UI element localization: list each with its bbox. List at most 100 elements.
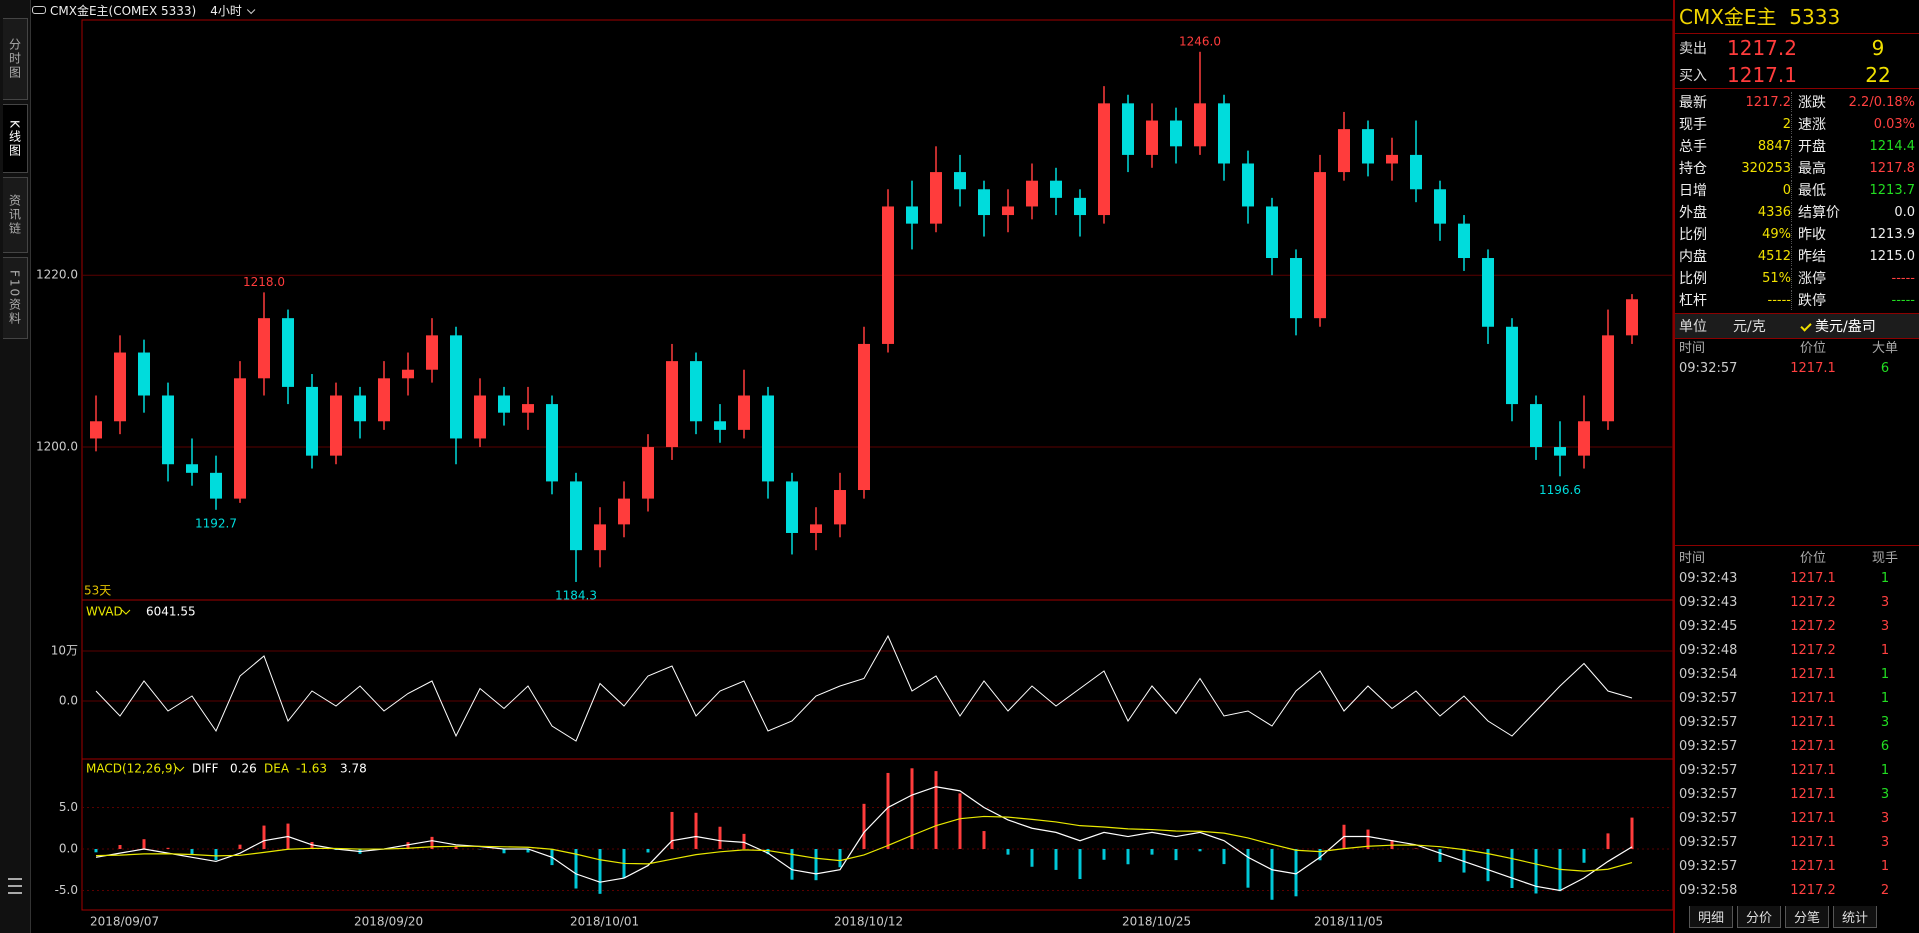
candle-body xyxy=(306,386,318,456)
stat-label: 最高 xyxy=(1791,158,1847,178)
y-tick-label: 1220.0 xyxy=(36,268,78,282)
macd-bar xyxy=(598,848,602,894)
table-row: 09:32:57 1217.1 6 xyxy=(1675,356,1919,380)
macd-bar xyxy=(1126,848,1130,865)
candle-body xyxy=(1242,163,1254,207)
tab[interactable]: 统计 xyxy=(1833,906,1878,928)
candle-body xyxy=(162,395,174,465)
candle-body xyxy=(1026,180,1038,207)
stat-value: 4336 xyxy=(1757,204,1791,220)
macd-bar xyxy=(886,772,890,849)
legend-value: 3.78 xyxy=(340,762,367,776)
candle-body xyxy=(1146,120,1158,155)
macd-bar xyxy=(526,848,530,853)
macd-bar xyxy=(310,842,314,849)
candle-body xyxy=(738,395,750,430)
symbol: CMX金E主(COMEX 5333) xyxy=(50,3,197,18)
toolbar: CMX金E主(COMEX 5333) 4小时 xyxy=(32,0,252,20)
dropdown-icon xyxy=(175,766,185,772)
volume: 3 xyxy=(1880,714,1890,730)
table-header: 时间 价位 大单 xyxy=(1675,336,1919,356)
y-tick-label: -5.0 xyxy=(55,883,78,897)
candle-body xyxy=(450,335,462,439)
menu-icon[interactable] xyxy=(8,878,22,894)
macd-bar xyxy=(1294,848,1298,897)
legend-name: DEA xyxy=(264,762,290,776)
macd-bar xyxy=(1102,848,1106,860)
tick-list: 时间 价位 现手 09:32:43 1217.1 1 09:32:43 1217.2 3 09:3… xyxy=(1675,545,1919,902)
unit-option[interactable]: 元/克 xyxy=(1733,319,1766,335)
price: 1217.1 xyxy=(1790,858,1836,874)
candle-body xyxy=(138,352,150,396)
time: 09:32:48 xyxy=(1679,642,1738,658)
macd-bar xyxy=(118,845,122,849)
time: 09:32:43 xyxy=(1679,594,1738,610)
table-row: 09:32:57 1217.1 3 xyxy=(1675,710,1919,734)
candle-body xyxy=(1122,103,1134,155)
candle-body xyxy=(618,498,630,525)
candle-body xyxy=(258,318,270,379)
table-row: 09:32:57 1217.1 1 xyxy=(1675,758,1919,782)
candle-body xyxy=(282,318,294,387)
macd-line xyxy=(95,815,1633,872)
indicator-name: MACD(12,26,9) xyxy=(86,762,177,776)
candle-body xyxy=(1410,154,1422,190)
macd-bar xyxy=(262,825,266,849)
macd-bar xyxy=(670,811,674,849)
candle-body xyxy=(1098,103,1110,216)
sidebar: 分时图 K线图 资讯链 F10资料 xyxy=(0,0,31,933)
candle-body xyxy=(1506,326,1518,405)
legend-value: 0.26 xyxy=(230,762,257,776)
macd-bar xyxy=(1150,848,1154,855)
tab[interactable]: 分时图 xyxy=(3,18,28,100)
tab[interactable]: K线图 xyxy=(3,104,28,173)
period[interactable]: 4小时 xyxy=(210,2,252,19)
stat-value: 4512 xyxy=(1757,248,1791,264)
volume: 6 xyxy=(1880,738,1890,754)
label: 单位 xyxy=(1679,319,1707,335)
macd-bar xyxy=(1078,848,1082,880)
tab[interactable]: 资讯链 xyxy=(3,177,28,253)
legend-name: DIFF xyxy=(192,762,219,776)
x-tick-label: 2018/11/05 xyxy=(1314,915,1383,929)
candle-body xyxy=(1050,180,1062,198)
stat-label: 日增 xyxy=(1679,183,1707,199)
macd-bar xyxy=(238,844,242,849)
price: 1217.1 xyxy=(1790,360,1836,376)
candle-body xyxy=(1266,206,1278,259)
price: 1217.2 xyxy=(1790,594,1836,610)
tab[interactable]: F10资料 xyxy=(3,257,28,339)
macd-bar xyxy=(1198,848,1202,852)
table-header: 时间 价位 现手 xyxy=(1675,546,1919,566)
candle-body xyxy=(1578,421,1590,456)
candle-body xyxy=(522,404,534,413)
footnote: 53天 xyxy=(84,584,111,598)
stat-row: 内盘 4512 昨结 1215.0 xyxy=(1675,245,1919,267)
time: 09:32:57 xyxy=(1679,360,1738,376)
volume: 3 xyxy=(1880,786,1890,802)
unit-option[interactable]: 美元/盎司 xyxy=(1803,316,1919,336)
panel-frame xyxy=(81,599,1673,760)
tab[interactable]: 明细 xyxy=(1689,906,1734,928)
time: 09:32:57 xyxy=(1679,762,1738,778)
price: 1217.1 xyxy=(1727,62,1797,87)
volume: 1 xyxy=(1880,690,1890,706)
macd-bar xyxy=(406,842,410,849)
tab[interactable]: 分笔 xyxy=(1785,906,1830,928)
volume: 22 xyxy=(1865,62,1891,87)
stat-value: ----- xyxy=(1891,292,1915,308)
y-tick-label: 10万 xyxy=(51,644,78,658)
table-row: 09:32:43 1217.1 1 xyxy=(1675,566,1919,590)
candle-body xyxy=(1482,258,1494,327)
column-header: 现手 xyxy=(1871,550,1898,566)
volume: 1 xyxy=(1880,858,1890,874)
macd-bar xyxy=(838,848,842,868)
tab[interactable]: 分价 xyxy=(1737,906,1782,928)
stat-label: 结算价 xyxy=(1791,202,1847,222)
macd-bar xyxy=(1510,848,1514,889)
stat-value: 1213.9 xyxy=(1869,226,1916,242)
macd-bar xyxy=(94,848,98,853)
macd-bar xyxy=(1630,817,1634,849)
column-header: 大单 xyxy=(1871,340,1898,356)
macd-bar xyxy=(190,848,194,855)
